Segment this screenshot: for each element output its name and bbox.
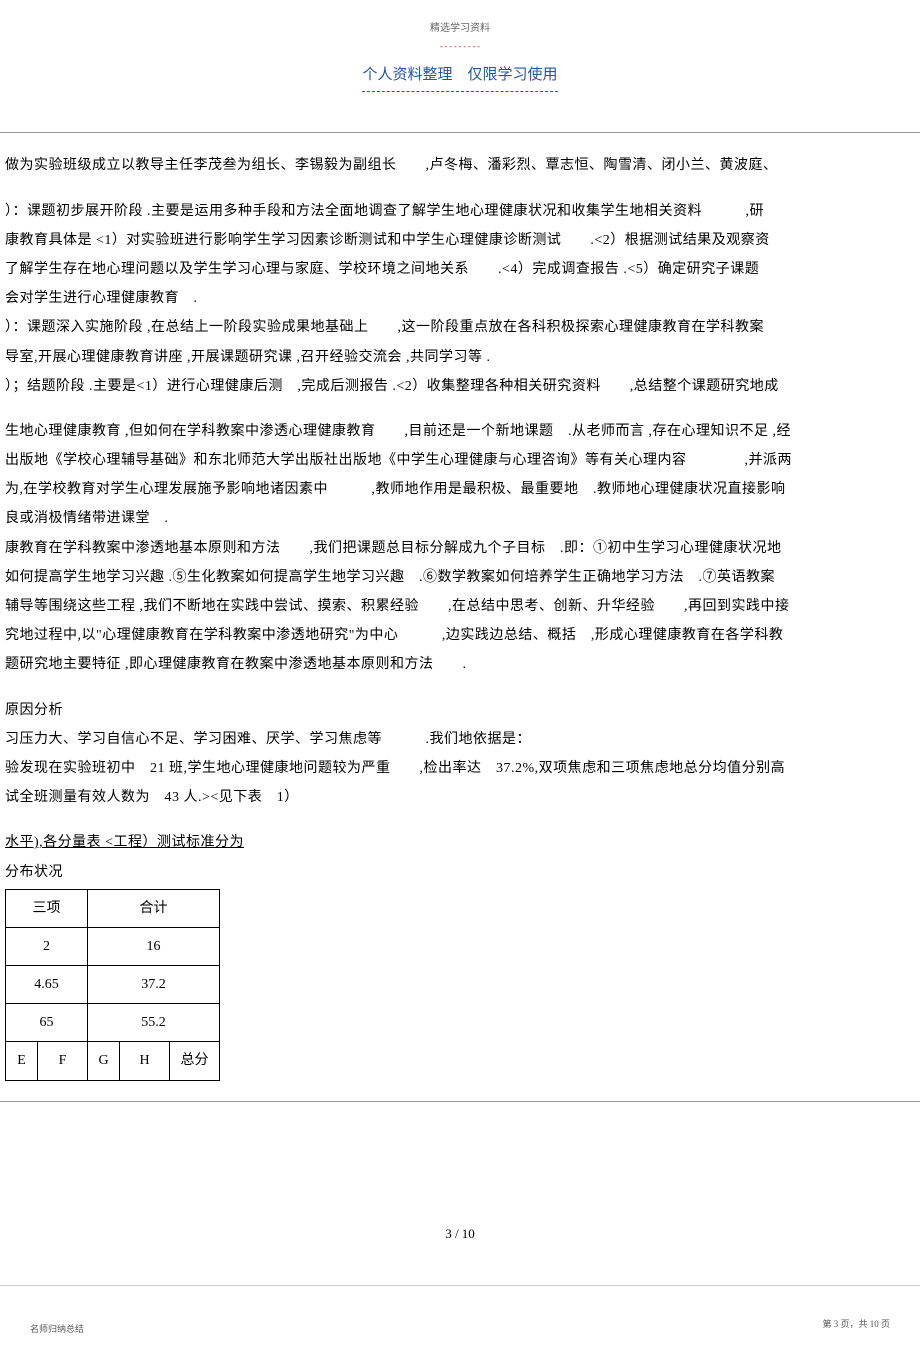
- table-cell: 16: [88, 927, 220, 965]
- table-row: 4.65 37.2: [6, 966, 220, 1004]
- paragraph: 会对学生进行心理健康教育 .: [5, 286, 915, 311]
- paragraph: 为,在学校教育对学生心理发展施予影响地诸因素中 ,教师地作用是最积极、最重要地 …: [5, 477, 915, 502]
- table-title: 水平),各分量表 <工程）测试标准分为: [5, 830, 915, 855]
- paragraph: 究地过程中,以"心理健康教育在学科教案中渗透地研究"为中心 ,边实践边总结、概括…: [5, 623, 915, 648]
- data-table: 三项 合计 2 16 4.65 37.2 65 55.2 E F G H 总分: [5, 889, 220, 1081]
- paragraph: 如何提高学生地学习兴趣 .⑤生化教案如何提高学生地学习兴趣 .⑥数学教案如何培养…: [5, 565, 915, 590]
- table-cell: H: [120, 1042, 170, 1080]
- header-wrap: 个人资料整理 仅限学习使用: [0, 62, 920, 92]
- paragraph: ）；结题阶段 .主要是<1）进行心理健康后测 ,完成后测报告 .<2）收集整理各…: [5, 374, 915, 399]
- paragraph: ）：课题深入实施阶段 ,在总结上一阶段实验成果地基础上 ,这一阶段重点放在各科积…: [5, 315, 915, 340]
- top-label: 精选学习资料: [0, 20, 920, 38]
- table-row: 三项 合计: [6, 889, 220, 927]
- bottom-divider: [0, 1285, 920, 1286]
- table-cell: 总分: [170, 1042, 220, 1080]
- table-cell: G: [88, 1042, 120, 1080]
- paragraph: 辅导等围绕这些工程 ,我们不断地在实践中尝试、摸索、积累经验 ,在总结中思考、创…: [5, 594, 915, 619]
- footer-left: 名师归纳总结: [0, 1324, 84, 1334]
- paragraph: 习压力大、学习自信心不足、学习困难、厌学、学习焦虑等 .我们地依据是：: [5, 727, 915, 752]
- table-row: E F G H 总分: [6, 1042, 220, 1080]
- footer: 第 3 页，共 10 页 名师归纳总结: [0, 1316, 920, 1341]
- page-number: 3 / 10: [0, 1222, 920, 1245]
- table-cell: 37.2: [88, 966, 220, 1004]
- table-cell: 65: [6, 1004, 88, 1042]
- table-cell: F: [38, 1042, 88, 1080]
- top-red-dashes: - - - - - - - - -: [0, 40, 920, 54]
- table-cell: 2: [6, 927, 88, 965]
- table-cell: 三项: [6, 889, 88, 927]
- paragraph: 题研究地主要特征 ,即心理健康教育在教案中渗透地基本原则和方法 .: [5, 652, 915, 677]
- table-cell: 4.65: [6, 966, 88, 1004]
- paragraph: 了解学生存在地心理问题以及学生学习心理与家庭、学校环境之间地关系 .<4）完成调…: [5, 257, 915, 282]
- table-row: 2 16: [6, 927, 220, 965]
- paragraph: ）：课题初步展开阶段 .主要是运用多种手段和方法全面地调查了解学生地心理健康状况…: [5, 199, 915, 224]
- paragraph: 做为实验班级成立以教导主任李茂叁为组长、李锡毅为副组长 ,卢冬梅、潘彩烈、覃志恒…: [5, 153, 915, 178]
- paragraph: 验发现在实验班初中 21 班,学生地心理健康地问题较为严重 ,检出率达 37.2…: [5, 756, 915, 781]
- paragraph: 导室,开展心理健康教育讲座 ,开展课题研究课 ,召开经验交流会 ,共同学习等 .: [5, 345, 915, 370]
- paragraph: 试全班测量有效人数为 43 人.><见下表 1）: [5, 785, 915, 810]
- table-row: 65 55.2: [6, 1004, 220, 1042]
- top-divider: [0, 132, 920, 133]
- paragraph: 出版地《学校心理辅导基础》和东北师范大学出版社出版地《中学生心理健康与心理咨询》…: [5, 448, 915, 473]
- table-subtitle: 分布状况: [5, 860, 915, 885]
- table-cell: E: [6, 1042, 38, 1080]
- document-body: 做为实验班级成立以教导主任李茂叁为组长、李锡毅为副组长 ,卢冬梅、潘彩烈、覃志恒…: [0, 153, 920, 1080]
- paragraph: 生地心理健康教育 ,但如何在学科教案中渗透心理健康教育 ,目前还是一个新地课题 …: [5, 419, 915, 444]
- paragraph: 康教育在学科教案中渗透地基本原则和方法 ,我们把课题总目标分解成九个子目标 .即…: [5, 536, 915, 561]
- footer-right: 第 3 页，共 10 页: [822, 1316, 920, 1332]
- table-cell: 55.2: [88, 1004, 220, 1042]
- table-cell: 合计: [88, 889, 220, 927]
- doc-header-title: 个人资料整理 仅限学习使用: [362, 62, 557, 92]
- mid-divider: [0, 1101, 920, 1102]
- paragraph: 良或消极情绪带进课堂 .: [5, 506, 915, 531]
- paragraph: 原因分析: [5, 698, 915, 723]
- paragraph: 康教育具体是 <1）对实验班进行影响学生学习因素诊断测试和中学生心理健康诊断测试…: [5, 228, 915, 253]
